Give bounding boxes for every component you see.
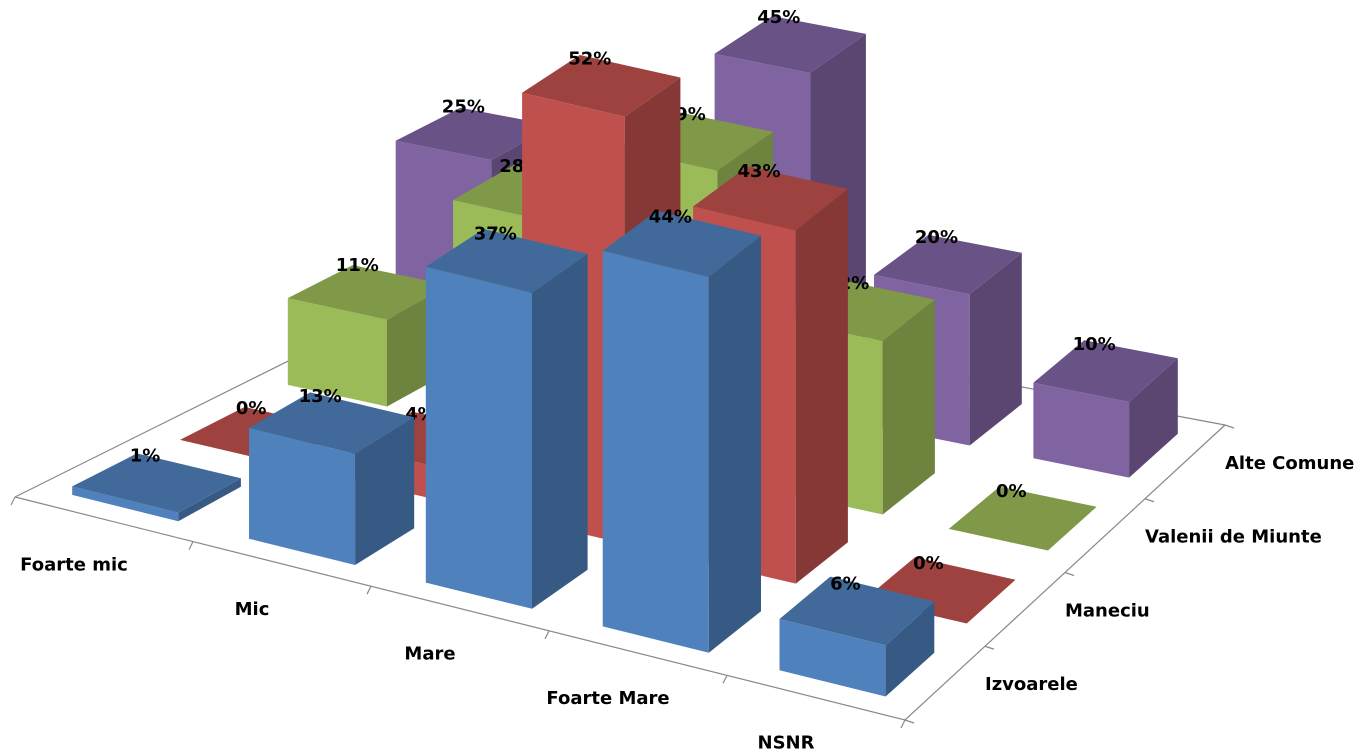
tick xyxy=(900,719,906,729)
data-label: 0% xyxy=(913,553,944,574)
data-label: 52% xyxy=(568,48,611,69)
bar xyxy=(602,210,761,653)
data-label: 44% xyxy=(649,207,692,228)
x-tick-label: NSNR xyxy=(758,733,815,754)
tick xyxy=(1144,498,1155,503)
tick xyxy=(366,585,372,595)
bar-side xyxy=(969,252,1022,446)
tick xyxy=(188,541,194,550)
bar-top xyxy=(249,392,415,454)
data-label: 13% xyxy=(299,386,342,407)
bar-front xyxy=(1033,382,1130,478)
x-tick-label: Mare xyxy=(404,644,455,665)
tick xyxy=(544,630,550,640)
legend-label: Alte Comune xyxy=(1225,453,1354,474)
bar-top xyxy=(425,229,588,293)
bar-top xyxy=(714,16,866,74)
data-label: 20% xyxy=(915,227,958,248)
data-label: 11% xyxy=(336,255,379,276)
bar-top xyxy=(1033,340,1178,402)
bar-side xyxy=(178,478,241,522)
x-tick-label: Foarte Mare xyxy=(546,688,669,709)
bar-front xyxy=(287,298,387,407)
legend-label: Izvoarele xyxy=(985,674,1078,695)
bar xyxy=(779,576,935,697)
bar-side xyxy=(708,235,761,653)
x-tick-label: Foarte mic xyxy=(20,554,128,575)
bar-side xyxy=(1129,358,1178,478)
bar-top xyxy=(779,576,935,646)
bar-top xyxy=(874,234,1022,295)
bar-top xyxy=(602,210,761,277)
bar xyxy=(72,453,241,522)
bar xyxy=(1033,340,1178,478)
tick xyxy=(1224,424,1235,429)
bar-side xyxy=(355,417,415,565)
data-label: 0% xyxy=(236,398,267,419)
data-label: 0% xyxy=(996,481,1027,502)
bar-side xyxy=(882,299,935,515)
bar-front xyxy=(425,266,532,609)
data-label: 6% xyxy=(830,574,861,595)
bar-side xyxy=(532,253,588,609)
tick xyxy=(722,675,728,684)
tick xyxy=(1064,571,1075,577)
bar-top xyxy=(948,486,1097,551)
bar-front xyxy=(249,427,356,565)
legend-label: Maneciu xyxy=(1065,600,1150,621)
data-label: 1% xyxy=(130,446,161,467)
bar-side xyxy=(795,189,848,584)
tick xyxy=(10,496,16,506)
data-label: 10% xyxy=(1073,334,1116,355)
bar-top xyxy=(395,107,554,160)
bar-side xyxy=(885,601,935,697)
bar-front xyxy=(72,486,179,522)
bar xyxy=(948,486,1097,551)
tick xyxy=(984,645,995,650)
tick xyxy=(904,719,915,724)
data-label: 45% xyxy=(757,7,800,28)
bar xyxy=(249,392,415,565)
legend-label: Valenii de Miunte xyxy=(1145,527,1322,548)
bar xyxy=(425,229,588,609)
data-label: 43% xyxy=(738,161,781,182)
bar-front xyxy=(779,619,886,697)
bar-top xyxy=(72,453,241,513)
bar-top xyxy=(693,166,848,231)
data-label: 37% xyxy=(474,224,517,245)
bar-top xyxy=(522,55,681,117)
x-tick-label: Mic xyxy=(235,599,270,620)
data-label: 25% xyxy=(442,97,485,118)
bar-top xyxy=(287,265,450,320)
bar-front xyxy=(602,250,709,653)
